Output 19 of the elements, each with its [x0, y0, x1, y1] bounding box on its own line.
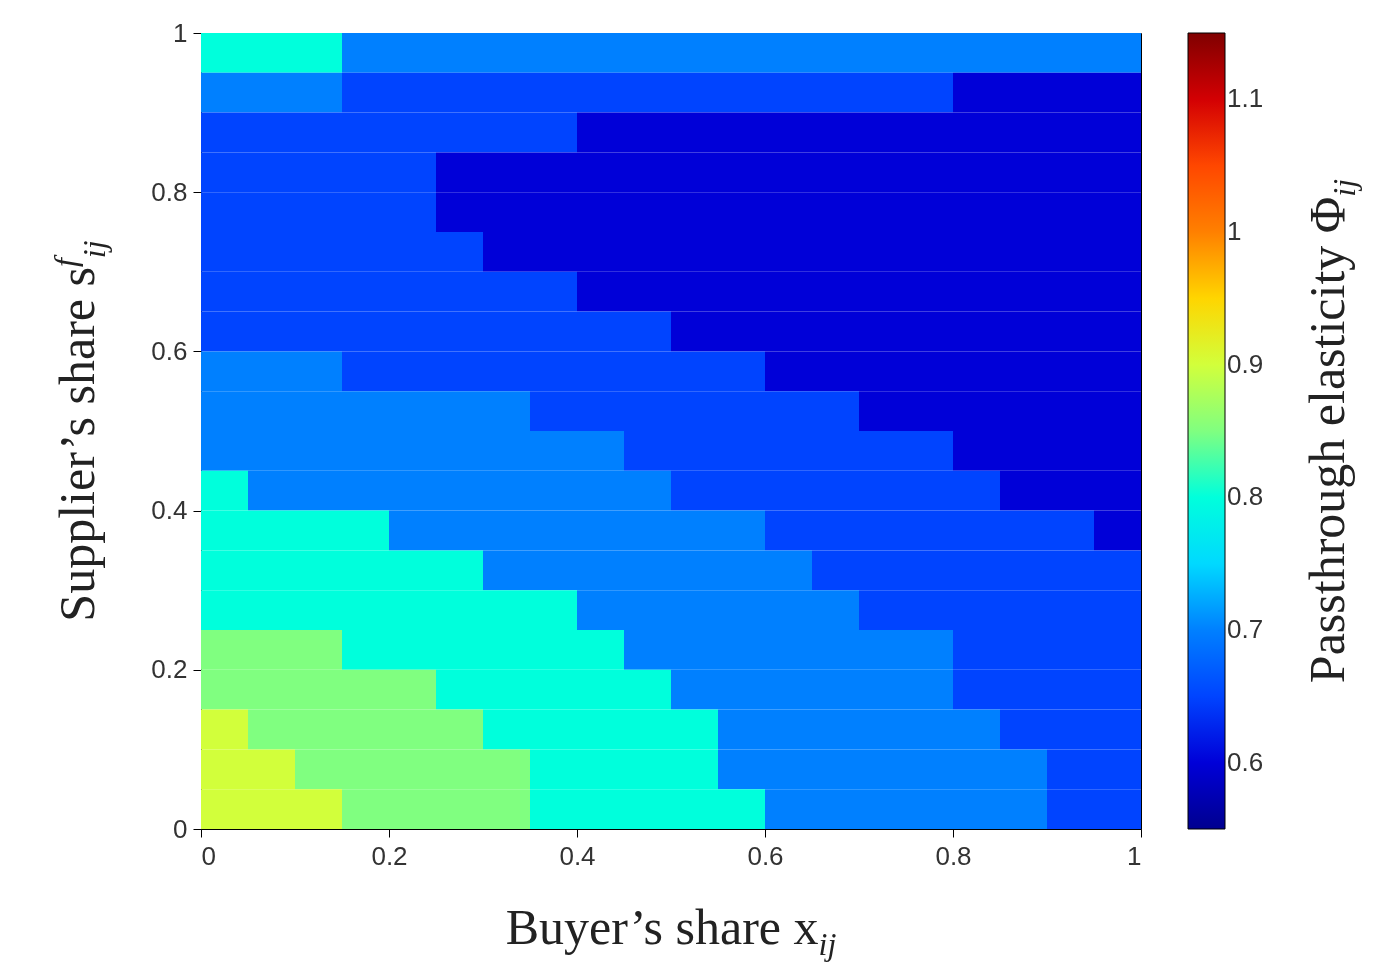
y-tick-label: 1	[173, 17, 188, 48]
x-tick-label: 0.6	[747, 840, 784, 871]
y-tick-label: 0.6	[151, 335, 188, 366]
y-tick-label: 0	[173, 813, 188, 844]
x-axis-title: Buyer’s share x$_{ij}$	[505, 897, 837, 963]
x-tick-label: 0.2	[371, 840, 408, 871]
color-bar-label: 0.6	[1227, 746, 1264, 777]
x-tick-label: 0.4	[559, 840, 596, 871]
color-bar-label: 0.9	[1227, 348, 1264, 379]
x-tick-label: 1	[1127, 840, 1142, 871]
color-bar-label: 1.1	[1227, 83, 1264, 114]
x-tick-label: 0.8	[935, 840, 972, 871]
y-tick-label: 0.2	[151, 654, 188, 685]
x-tick-label: 0	[201, 840, 216, 871]
color-bar-label: 0.8	[1227, 481, 1264, 512]
y-tick-label: 0.4	[151, 495, 188, 526]
color-bar-label: 0.7	[1227, 614, 1264, 644]
y-tick-label: 0.8	[151, 176, 188, 207]
color-bar-label: 1	[1227, 216, 1242, 246]
